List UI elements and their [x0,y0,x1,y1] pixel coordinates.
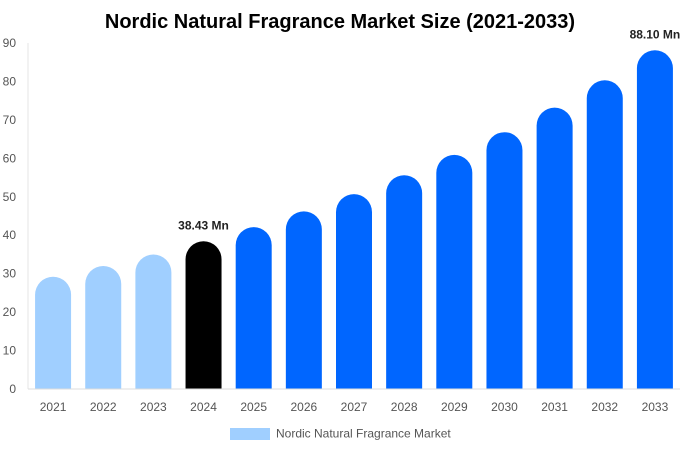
bar-2028[interactable] [386,175,423,389]
legend-label: Nordic Natural Fragrance Market [276,427,451,441]
bar-2022[interactable] [85,265,122,389]
x-tick-label: 2028 [391,400,418,414]
y-tick-label: 90 [3,36,17,50]
bars [35,50,673,390]
x-tick-label: 2031 [541,400,568,414]
x-tick-label: 2029 [441,400,468,414]
bar-2031[interactable] [536,107,573,389]
chart-title: Nordic Natural Fragrance Market Size (20… [105,11,575,33]
bar-2021[interactable] [35,276,72,389]
y-tick-label: 10 [3,344,17,358]
bar-2025[interactable] [235,227,272,389]
y-tick-label: 80 [3,74,17,88]
y-tick-label: 60 [3,151,17,165]
bar-2027[interactable] [336,194,372,389]
bar-2030[interactable] [486,132,523,390]
legend[interactable]: Nordic Natural Fragrance Market [230,427,451,441]
x-tick-label: 2027 [341,400,368,414]
y-tick-label: 20 [3,305,17,319]
data-label: 38.43 Mn [178,218,229,232]
y-tick-label: 50 [3,190,17,204]
x-tick-label: 2033 [642,400,669,414]
x-tick-label: 2032 [591,400,618,414]
y-tick-label: 0 [9,382,16,396]
data-label: 88.10 Mn [630,27,680,41]
bar-2024[interactable] [185,241,222,389]
data-labels: 38.43 Mn 88.10 Mn [178,27,680,232]
x-tick-label: 2022 [90,400,117,414]
x-tick-label: 2024 [190,400,217,414]
bar-2032[interactable] [586,80,623,390]
y-tick-label: 70 [3,113,17,127]
bar-2033[interactable] [636,50,673,389]
x-tick-label: 2030 [491,400,518,414]
bar-2029[interactable] [436,154,473,389]
bar-2023[interactable] [135,254,172,389]
y-tick-label: 40 [3,228,17,242]
x-axis: 2021 2022 2023 2024 2025 2026 2027 2028 2029 2030… [28,388,680,414]
x-tick-label: 2021 [40,400,67,414]
x-tick-label: 2026 [290,400,317,414]
bar-2026[interactable] [285,211,322,389]
x-tick-label: 2023 [140,400,167,414]
legend-swatch [230,428,270,440]
y-tick-label: 30 [3,267,17,281]
y-axis: 0 10 20 30 40 50 60 70 80 90 [3,36,29,396]
x-tick-label: 2025 [240,400,267,414]
